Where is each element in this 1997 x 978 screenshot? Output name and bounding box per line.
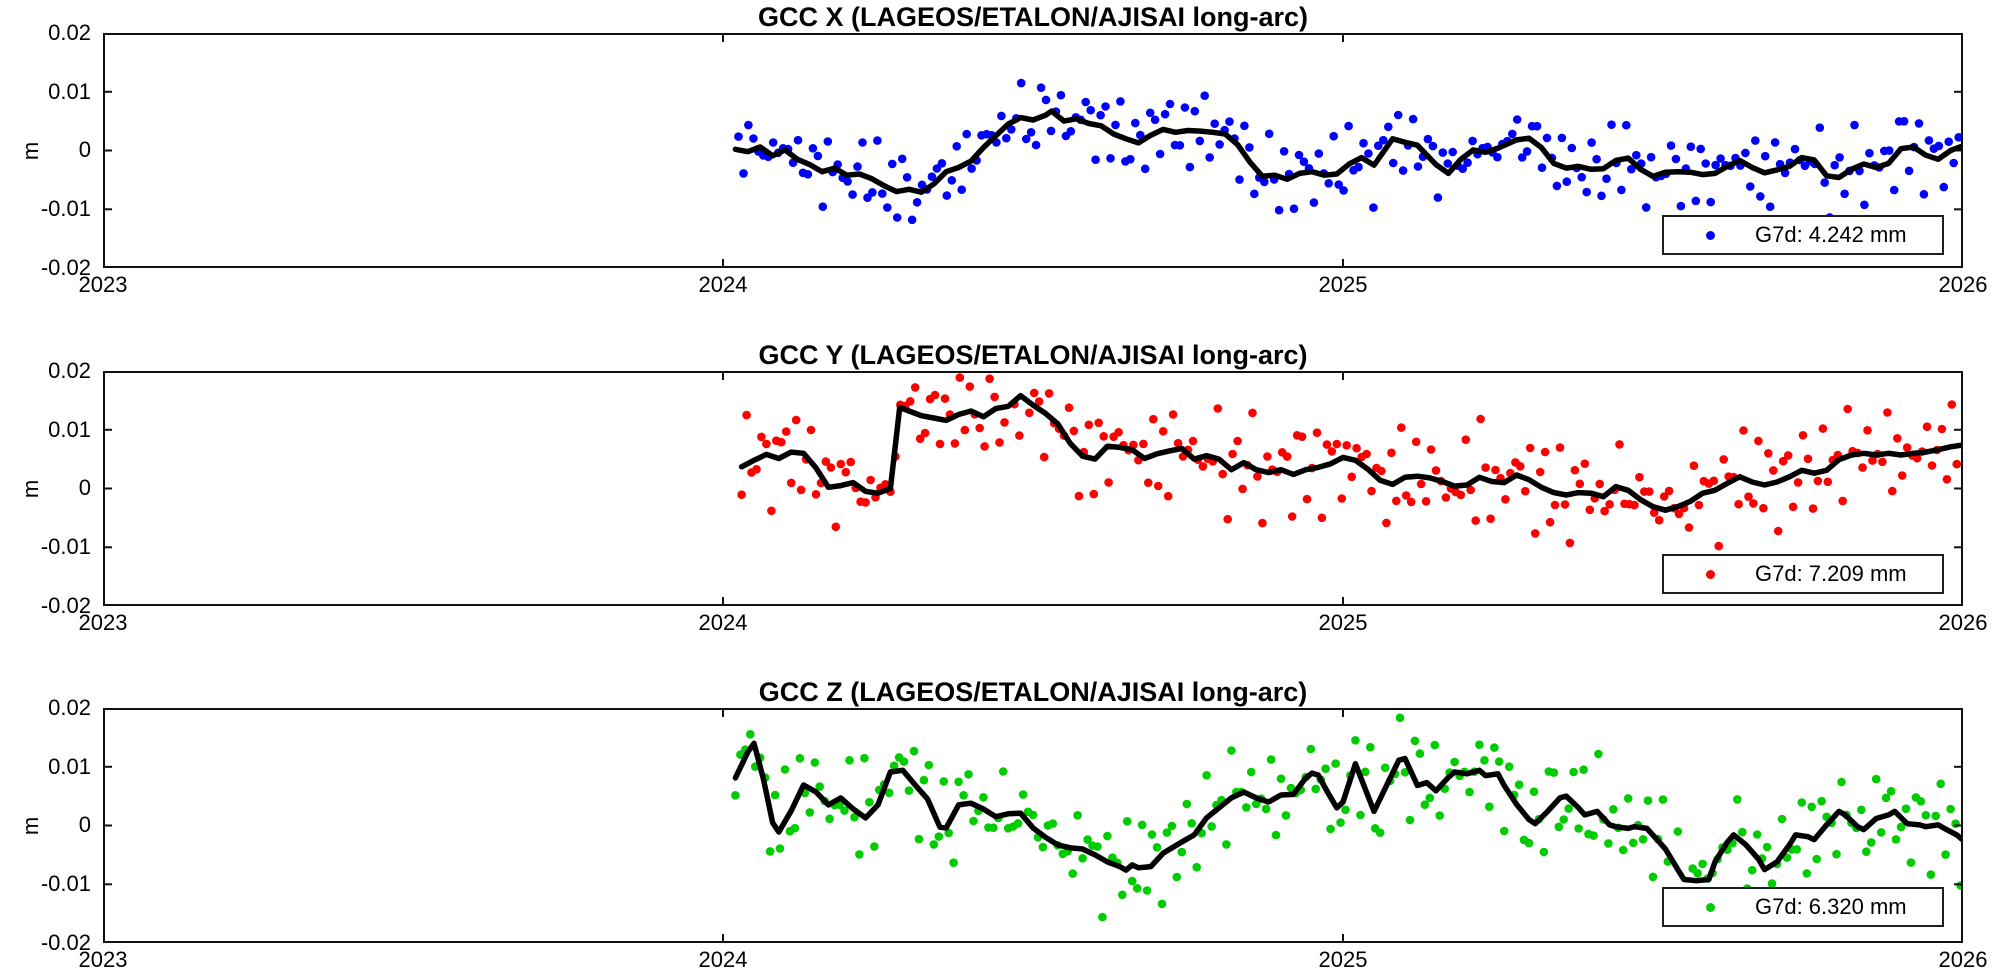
x-tick-label: 2024 <box>698 947 748 972</box>
chart-title-gcc-x: GCC X (LAGEOS/ETALON/AJISAI long-arc) <box>757 2 1309 32</box>
y-tick-label: 0.02 <box>48 358 91 383</box>
y-tick-label: 0.01 <box>48 754 91 779</box>
y-tick-label: 0.02 <box>48 20 91 45</box>
panel-gcc-x: GCC X (LAGEOS/ETALON/AJISAI long-arc) m … <box>18 2 1987 297</box>
legend-box-gcc-x: G7d: 4.242 mm <box>1662 215 1944 255</box>
legend-label: G7d: 7.209 mm <box>1755 561 1907 586</box>
legend-label: G7d: 6.320 mm <box>1755 894 1907 919</box>
y-tick-label: 0 <box>78 137 91 162</box>
y-tick-label: -0.01 <box>40 871 91 896</box>
legend-box-gcc-y: G7d: 7.209 mm <box>1662 554 1944 594</box>
y-tick-label: -0.02 <box>40 930 91 955</box>
x-tick-label: 2025 <box>1318 272 1368 297</box>
y-tick-label: -0.02 <box>40 255 91 280</box>
plot-area-gcc-z <box>103 708 1963 943</box>
y-tick-label: 0 <box>78 812 91 837</box>
y-tick-label: -0.01 <box>40 534 91 559</box>
y-tick-label: 0.01 <box>48 79 91 104</box>
x-tick-label: 2026 <box>1938 610 1988 635</box>
x-tick-label: 2024 <box>698 272 748 297</box>
x-tick-label: 2026 <box>1938 947 1988 972</box>
y-tick-label: 0.01 <box>48 417 91 442</box>
x-tick-label: 2023 <box>78 947 128 972</box>
x-tick-label: 2026 <box>1938 272 1988 297</box>
legend-marker-icon <box>1706 230 1715 240</box>
chart-title-gcc-y: GCC Y (LAGEOS/ETALON/AJISAI long-arc) <box>758 340 1308 370</box>
plot-area-gcc-x <box>103 33 1963 268</box>
x-tick-label: 2025 <box>1318 947 1368 972</box>
x-tick-label: 2024 <box>698 610 748 635</box>
legend-label: G7d: 4.242 mm <box>1755 222 1907 247</box>
x-tick-label: 2023 <box>78 610 128 635</box>
plot-area-gcc-y <box>103 371 1963 606</box>
y-tick-label: 0.02 <box>48 695 91 720</box>
y-tick-label: 0 <box>78 475 91 500</box>
chart-title-gcc-z: GCC Z (LAGEOS/ETALON/AJISAI long-arc) <box>758 677 1308 707</box>
legend-box-gcc-z: G7d: 6.320 mm <box>1662 887 1944 927</box>
panel-gcc-y: GCC Y (LAGEOS/ETALON/AJISAI long-arc) m … <box>18 340 1987 635</box>
legend-marker-icon <box>1706 569 1715 579</box>
x-tick-label: 2025 <box>1318 610 1368 635</box>
panel-gcc-z: GCC Z (LAGEOS/ETALON/AJISAI long-arc) m … <box>18 677 1987 972</box>
legend-marker-icon <box>1706 902 1715 912</box>
x-tick-label: 2023 <box>78 272 128 297</box>
y-tick-label: -0.02 <box>40 593 91 618</box>
y-tick-label: -0.01 <box>40 196 91 221</box>
